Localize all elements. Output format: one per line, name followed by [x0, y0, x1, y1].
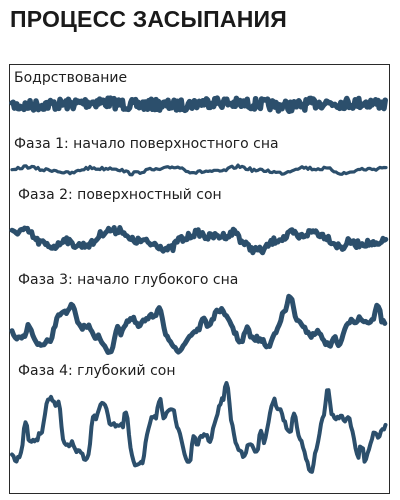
stage-label-phase-4: Фаза 4: глубокий сон	[18, 363, 176, 379]
wave-phase-2	[9, 225, 389, 256]
stage-label-phase-2: Фаза 2: поверхностный сон	[18, 187, 222, 203]
wave-wake	[9, 95, 388, 115]
wave-phase-4	[10, 381, 388, 474]
stage-label-phase-3: Фаза 3: начало глубокого сна	[18, 272, 239, 288]
wave-phase-1	[10, 163, 388, 177]
wave-phase-3	[9, 293, 388, 355]
page-title: ПРОЦЕСС ЗАСЫПАНИЯ	[10, 6, 287, 32]
stage-label-phase-1: Фаза 1: начало поверхностного сна	[14, 136, 279, 152]
stage-label-wake: Бодрствование	[14, 70, 128, 86]
eeg-panel	[9, 64, 390, 494]
